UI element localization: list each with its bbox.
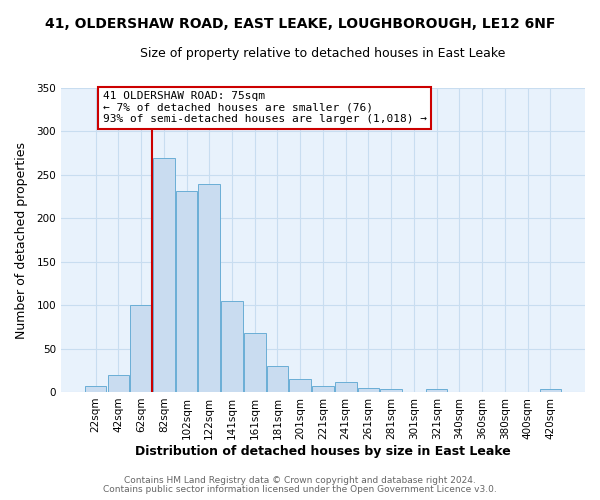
Bar: [380, 390, 402, 392]
Bar: [85, 386, 106, 392]
Bar: [312, 386, 334, 392]
Bar: [266, 366, 288, 392]
Text: Contains public sector information licensed under the Open Government Licence v3: Contains public sector information licen…: [103, 485, 497, 494]
Title: Size of property relative to detached houses in East Leake: Size of property relative to detached ho…: [140, 48, 506, 60]
Bar: [289, 379, 311, 392]
Bar: [199, 184, 220, 392]
Bar: [107, 374, 129, 392]
X-axis label: Distribution of detached houses by size in East Leake: Distribution of detached houses by size …: [135, 444, 511, 458]
Bar: [358, 388, 379, 392]
Bar: [426, 390, 448, 392]
Bar: [539, 390, 561, 392]
Text: Contains HM Land Registry data © Crown copyright and database right 2024.: Contains HM Land Registry data © Crown c…: [124, 476, 476, 485]
Y-axis label: Number of detached properties: Number of detached properties: [15, 142, 28, 338]
Text: 41 OLDERSHAW ROAD: 75sqm
← 7% of detached houses are smaller (76)
93% of semi-de: 41 OLDERSHAW ROAD: 75sqm ← 7% of detache…: [103, 91, 427, 124]
Bar: [130, 305, 152, 392]
Bar: [335, 382, 356, 392]
Bar: [176, 190, 197, 392]
Bar: [244, 333, 266, 392]
Bar: [153, 158, 175, 392]
Text: 41, OLDERSHAW ROAD, EAST LEAKE, LOUGHBOROUGH, LE12 6NF: 41, OLDERSHAW ROAD, EAST LEAKE, LOUGHBOR…: [45, 18, 555, 32]
Bar: [221, 301, 243, 392]
